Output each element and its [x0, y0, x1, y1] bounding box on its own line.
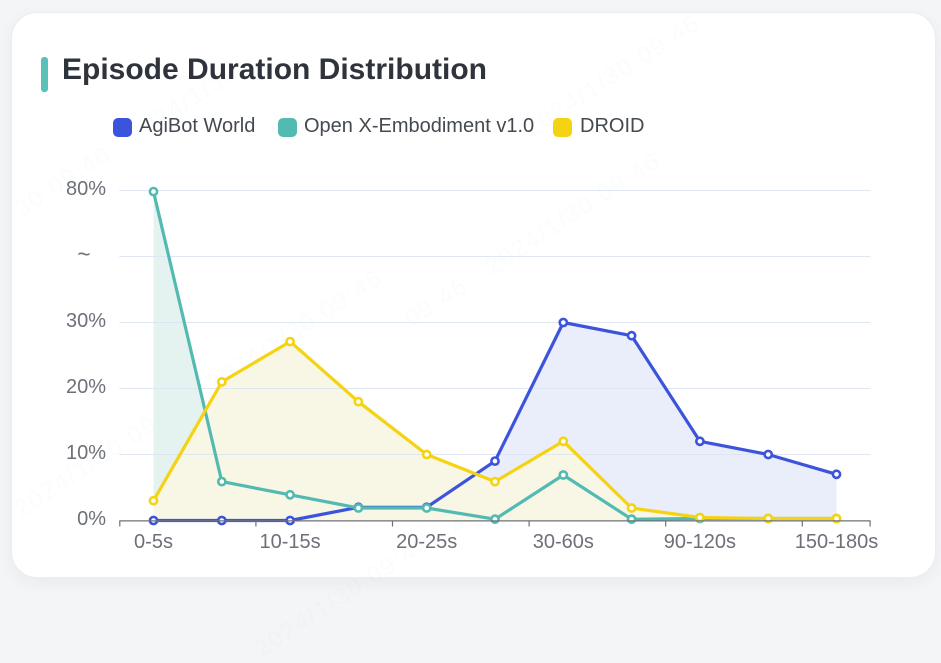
svg-text:20-25s: 20-25s	[396, 531, 457, 553]
svg-text:150-180s: 150-180s	[795, 531, 878, 553]
svg-text:10%: 10%	[66, 442, 106, 464]
svg-text:0%: 0%	[77, 508, 106, 530]
svg-text:80%: 80%	[66, 178, 106, 200]
svg-text:10-15s: 10-15s	[260, 531, 321, 553]
svg-text:20%: 20%	[66, 376, 106, 398]
svg-text:90-120s: 90-120s	[664, 531, 736, 553]
svg-text:30-60s: 30-60s	[533, 531, 594, 553]
svg-text:30%: 30%	[66, 310, 106, 332]
svg-text:~: ~	[77, 241, 90, 267]
svg-text:0-5s: 0-5s	[134, 531, 173, 553]
